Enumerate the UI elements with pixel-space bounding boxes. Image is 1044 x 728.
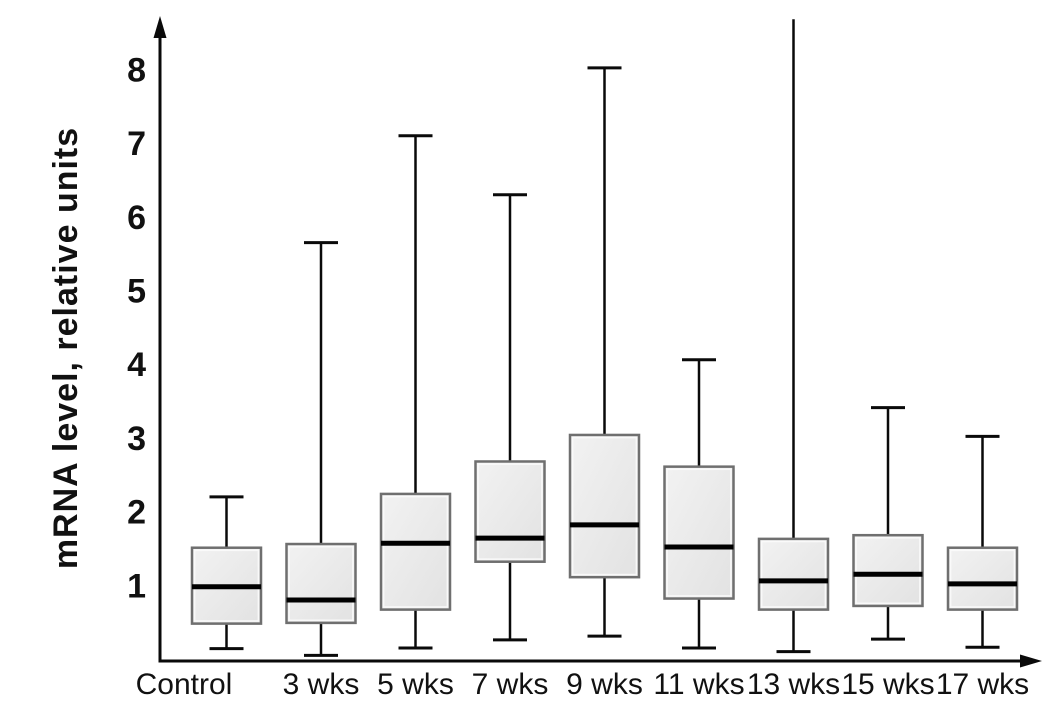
x-tick-label: 3 wks [283,668,360,701]
x-tick-label: 5 wks [377,668,454,701]
box-group: 11 wks [653,358,745,701]
box-inner-highlight [666,468,732,597]
box-inner-highlight [288,545,354,622]
y-axis-arrow [153,16,167,38]
y-tick-label: 3 [127,420,146,458]
y-tick-label: 2 [127,494,146,532]
box-group: 17 wks [936,434,1029,701]
box-inner-highlight [949,549,1016,608]
box-inner-highlight [855,536,921,605]
box-group: 15 wks [841,406,935,701]
box-inner-highlight [382,495,449,608]
x-tick-label: 17 wks [936,668,1029,701]
box-group: 13 wks [747,19,840,701]
x-tick-label: 7 wks [472,668,549,701]
x-axis-arrow [1020,654,1042,668]
y-tick-label: 1 [127,567,146,605]
box-group: 9 wks [566,66,643,701]
y-tick-label: 6 [127,199,146,237]
box-group: 7 wks [472,193,549,701]
box-rect [474,460,546,563]
box-rect [379,492,452,611]
box-rect [757,537,830,611]
y-tick-label: 4 [127,346,146,384]
x-tick-label: 13 wks [747,668,840,701]
box-rect [663,465,735,600]
box-inner-highlight [571,436,638,576]
y-tick-label: 8 [127,51,146,89]
box-rect [946,546,1019,611]
box-rect [568,433,641,579]
x-tick-label: 11 wks [653,668,744,701]
box-rect [852,533,924,608]
box-group: Control [136,495,263,701]
box-inner-highlight [760,540,827,608]
x-tick-label: 15 wks [841,668,934,701]
box-rect [285,542,357,625]
box-group: 3 wks [283,241,360,701]
x-tick-label: 9 wks [566,668,643,701]
x-tick-label: Control [136,668,233,701]
y-tick-label: 7 [127,125,146,163]
y-tick-label: 5 [127,273,146,311]
box-group: 5 wks [377,134,454,701]
box-inner-highlight [477,463,543,560]
